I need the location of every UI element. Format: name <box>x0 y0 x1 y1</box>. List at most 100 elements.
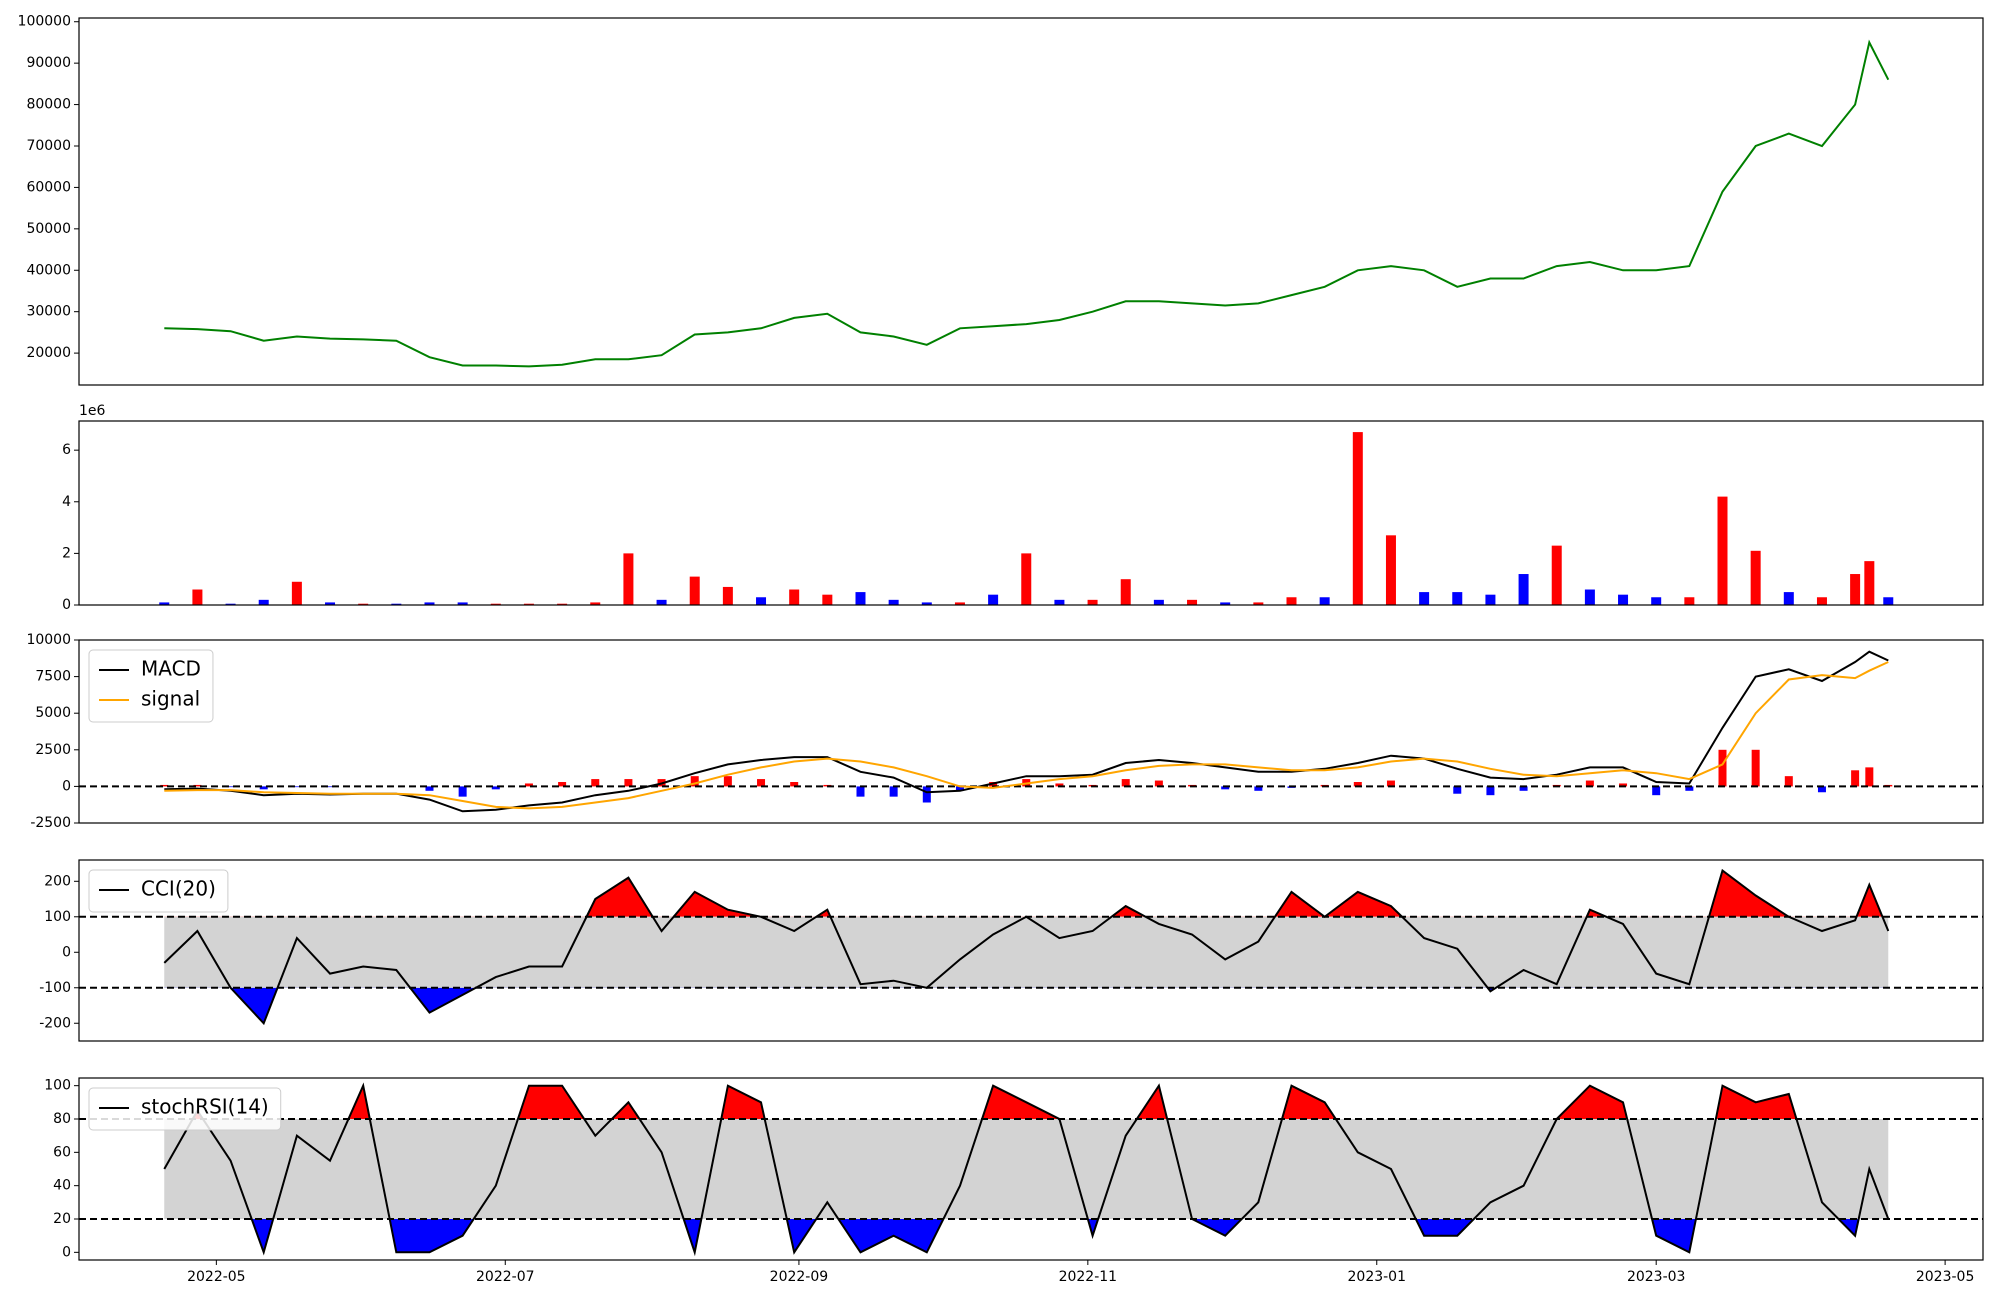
volume-bar <box>1220 602 1231 605</box>
volume-bar <box>623 553 634 605</box>
histogram-bar <box>856 786 865 797</box>
histogram-bar <box>757 779 766 787</box>
volume-bar <box>1286 597 1297 605</box>
volume-bar <box>1485 594 1496 605</box>
y-tick-label: 100000 <box>18 14 71 30</box>
panel: -200 -100 0 100 200 CCI(20) <box>39 859 1984 1042</box>
volume-bar <box>1883 597 1894 605</box>
histogram-bar <box>591 779 600 787</box>
histogram-bar <box>1718 749 1727 787</box>
y-tick-label: 60 <box>53 1144 71 1160</box>
histogram-bar <box>425 786 434 791</box>
y-tick-label: 100 <box>44 909 71 925</box>
volume-bar <box>855 592 866 605</box>
y-tick-label: 0 <box>62 944 71 960</box>
histogram-bar <box>624 779 633 787</box>
volume-bar <box>358 603 369 605</box>
y-tick-label: 50000 <box>26 221 71 237</box>
panel: 20000 30000 40000 50000 60000 70000 80000 90000… <box>18 14 1984 386</box>
histogram-bar <box>922 786 931 803</box>
x-tick-label: 2023-03 <box>1627 1269 1686 1285</box>
y-tick-label: 10000 <box>26 632 71 648</box>
y-tick-label: 2 <box>62 545 71 561</box>
volume-bar <box>291 581 302 605</box>
volume-bar <box>1352 432 1363 605</box>
volume-bar <box>1021 553 1032 605</box>
volume-bar <box>689 576 700 605</box>
histogram-bar <box>326 786 335 788</box>
volume-bar <box>1783 592 1794 605</box>
legend-box <box>88 649 214 723</box>
panel-frame <box>78 17 1984 386</box>
volume-bar <box>159 602 170 605</box>
volume-bar <box>1120 579 1131 605</box>
plot-area <box>79 868 1983 1026</box>
volume-bar <box>1518 574 1529 605</box>
volume-bar <box>1584 589 1595 605</box>
legend-box <box>88 869 229 913</box>
volume-bar <box>457 602 468 605</box>
histogram-bar <box>1121 779 1130 787</box>
histogram-bar <box>1386 780 1395 787</box>
y-tick-label: 0 <box>62 597 71 613</box>
x-tick-label: 2023-05 <box>1916 1269 1975 1285</box>
volume-bar <box>1452 592 1463 605</box>
histogram-bar <box>1055 783 1064 787</box>
panel-frame <box>78 859 1984 1042</box>
histogram-bar <box>1486 786 1495 796</box>
histogram-bar <box>1453 786 1462 794</box>
y-tick-label: 2500 <box>35 742 71 758</box>
oversold-fill <box>164 1219 1889 1253</box>
legend-label: CCI(20) <box>141 877 216 901</box>
y-tick-label: 60000 <box>26 179 71 195</box>
volume-bar <box>1850 574 1861 605</box>
y-tick-label: -2500 <box>30 815 71 831</box>
histogram-bar <box>690 776 699 787</box>
histogram-bar <box>458 786 467 797</box>
volume-bar <box>1419 592 1430 605</box>
histogram-bar <box>292 786 301 788</box>
volume-bar <box>590 602 601 605</box>
indicator-line <box>164 661 1889 810</box>
x-tick-label: 2022-09 <box>770 1269 829 1285</box>
histogram-bar <box>1865 767 1874 787</box>
histogram-bar <box>1353 782 1362 787</box>
volume-bar <box>1864 561 1875 605</box>
legend-label: stochRSI(14) <box>141 1095 269 1119</box>
volume-bar <box>225 603 236 605</box>
histogram-bar <box>524 783 533 787</box>
x-tick-label: 2022-07 <box>476 1269 535 1285</box>
legend: CCI(20) <box>88 869 229 913</box>
panel: 0 20 40 60 80 100 stochRSI(14) 2022-05 2022-07 20… <box>44 1077 1984 1285</box>
histogram-bar <box>1652 786 1661 796</box>
overbought-fill <box>586 870 1883 917</box>
y-tick-label: -200 <box>39 1015 71 1031</box>
volume-bar <box>1153 599 1164 605</box>
histogram-bar <box>723 776 732 787</box>
volume-bar <box>822 594 833 605</box>
volume-bar <box>1651 597 1662 605</box>
y-tick-label: 20000 <box>26 345 71 361</box>
histogram-bar <box>226 786 235 788</box>
volume-bar <box>756 597 767 605</box>
volume-bar <box>921 602 932 605</box>
histogram-bar <box>259 786 268 790</box>
volume-bar <box>888 599 899 605</box>
plot-area <box>159 432 1894 605</box>
volume-bar <box>258 599 269 605</box>
panel-frame <box>78 420 1984 606</box>
histogram-bar <box>1784 776 1793 787</box>
y-tick-label: 20 <box>53 1211 71 1227</box>
plot-area <box>79 650 1983 813</box>
volume-bar <box>1717 496 1728 605</box>
y-tick-label: 7500 <box>35 669 71 685</box>
x-tick-label: 2023-01 <box>1348 1269 1407 1285</box>
price-line <box>164 39 1890 368</box>
panel: -2500 0 2500 5000 7500 10000 MACD signal <box>26 632 1984 831</box>
y-tick-label: 70000 <box>26 138 71 154</box>
y-tick-label: 5000 <box>35 705 71 721</box>
histogram-bar <box>790 782 799 787</box>
neutral-band <box>164 1119 1889 1219</box>
histogram-bar <box>889 786 898 797</box>
y-tick-label: 30000 <box>26 304 71 320</box>
